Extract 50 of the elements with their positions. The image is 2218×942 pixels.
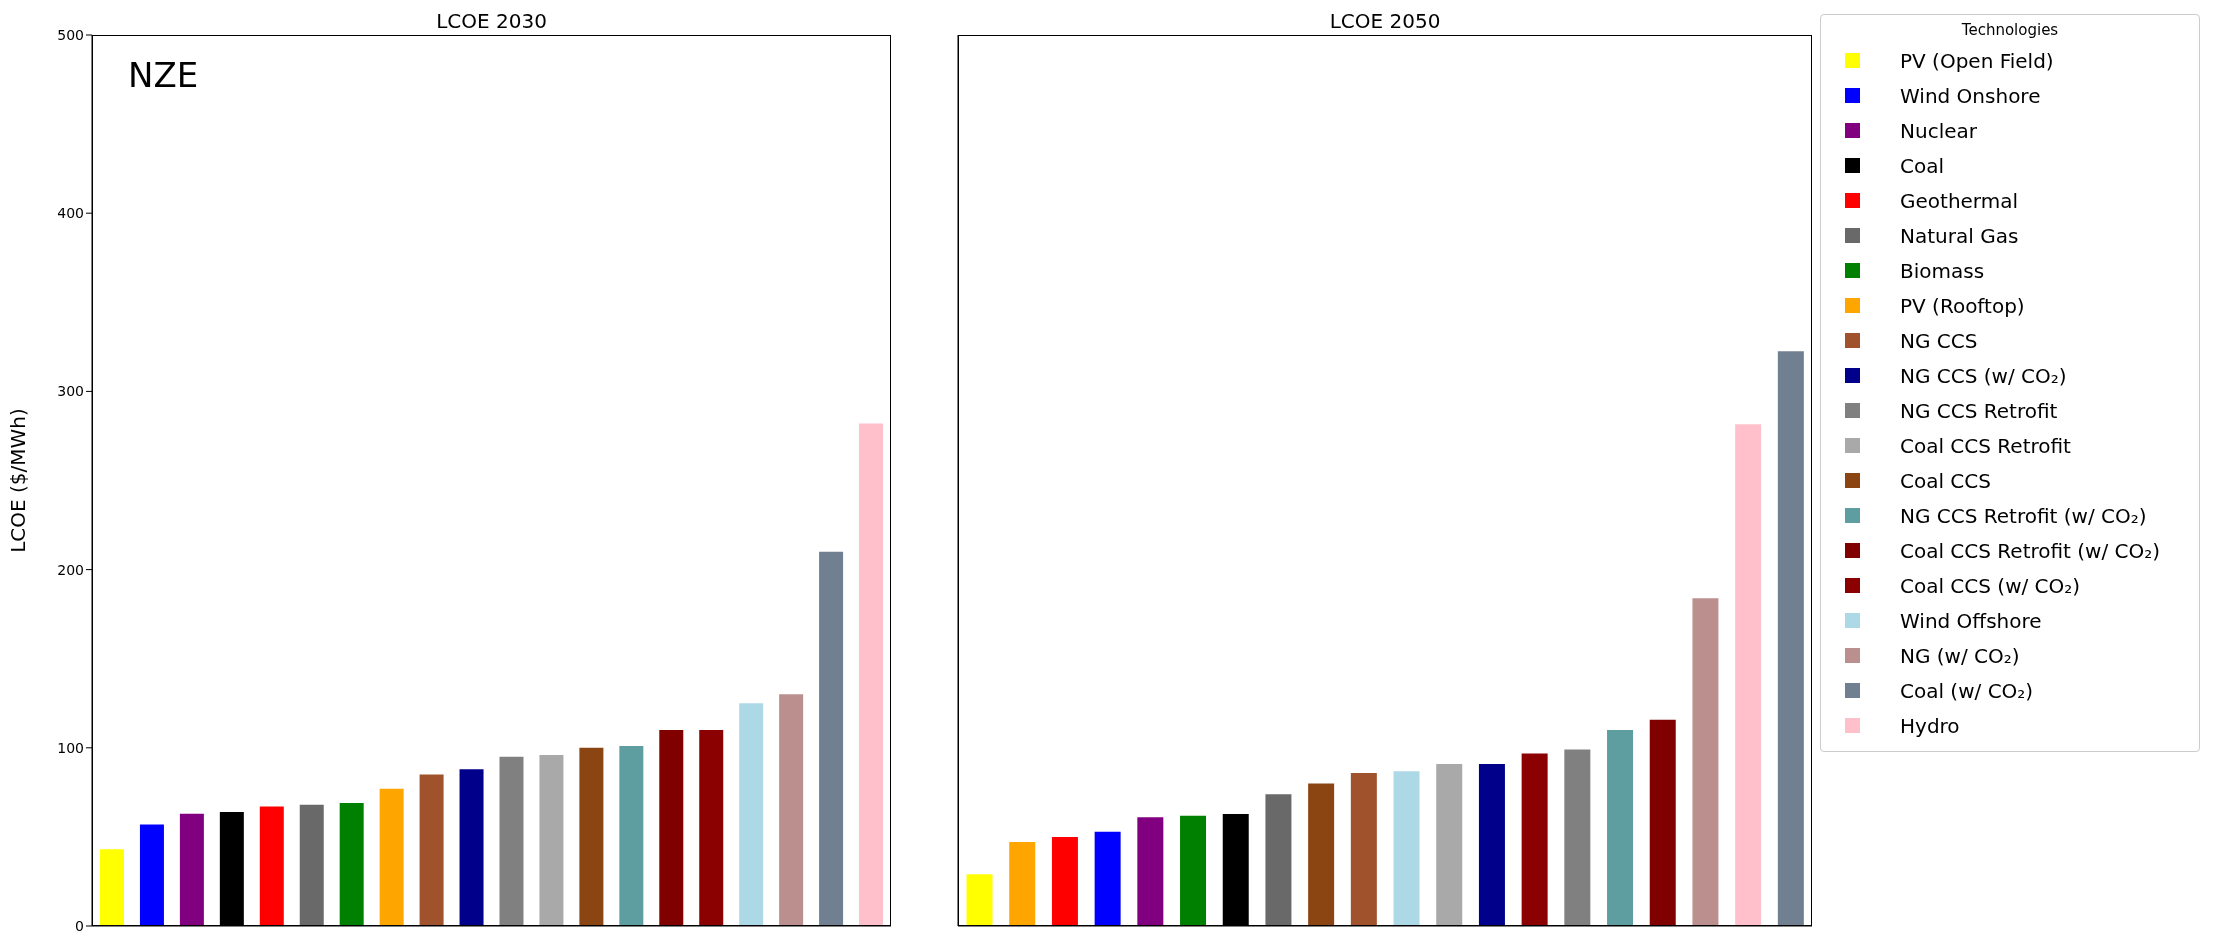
bar <box>1308 783 1335 926</box>
bar <box>1777 351 1804 926</box>
legend-label: Hydro <box>1900 713 1960 738</box>
y-tick-label: 400 <box>57 205 84 222</box>
bar <box>1393 771 1420 926</box>
bar <box>1180 815 1207 926</box>
chart-title: LCOE 2050 <box>1328 8 1442 34</box>
bar <box>1607 729 1634 926</box>
legend-label: Geothermal <box>1900 188 2019 213</box>
bar <box>1137 817 1164 926</box>
bar <box>1009 842 1036 926</box>
annotation: NZE <box>128 55 199 95</box>
legend-label: NG CCS <box>1900 328 1978 353</box>
legend-label: PV (Open Field) <box>1900 48 2054 73</box>
legend-label: Coal CCS Retrofit (w/ CO₂) <box>1900 538 2161 563</box>
y-tick-label: 100 <box>57 739 84 756</box>
legend-label: Natural Gas <box>1900 223 2019 248</box>
legend-label: Coal CCS Retrofit <box>1900 433 2071 458</box>
legend-label: NG CCS (w/ CO₂) <box>1900 363 2067 388</box>
legend-label: NG CCS Retrofit (w/ CO₂) <box>1900 503 2147 528</box>
bar <box>1094 831 1121 926</box>
bar <box>1350 773 1377 926</box>
legend-label: Biomass <box>1900 258 1985 283</box>
chart-title: LCOE 2030 <box>435 8 548 34</box>
y-tick-label: 300 <box>57 383 84 400</box>
y-tick-label: 200 <box>57 561 84 578</box>
legend-label: Wind Offshore <box>1900 608 2042 633</box>
bar <box>1564 749 1591 926</box>
legend-label: Coal <box>1900 153 1945 178</box>
legend-label: Wind Onshore <box>1900 83 2041 108</box>
bar <box>1436 763 1463 926</box>
legend-label: Coal CCS (w/ CO₂) <box>1900 573 2081 598</box>
bar <box>1478 763 1505 926</box>
legend-label: Coal (w/ CO₂) <box>1900 678 2034 703</box>
y-tick-label: 500 <box>57 26 84 43</box>
bar <box>1051 836 1078 926</box>
legend-label: NG (w/ CO₂) <box>1900 643 2020 668</box>
legend-label: NG CCS Retrofit <box>1900 398 2058 423</box>
legend-label: Nuclear <box>1900 118 1977 143</box>
y-axis-title: LCOE ($/MWh) <box>6 408 31 553</box>
y-tick-label: 0 <box>75 917 84 934</box>
bar <box>1265 794 1292 926</box>
bar <box>1692 598 1719 926</box>
legend-label: Coal CCS <box>1900 468 1991 493</box>
bar <box>1649 719 1676 926</box>
legend-label: PV (Rooftop) <box>1900 293 2025 318</box>
bar <box>966 874 993 926</box>
legend-title: Technologies <box>1960 21 2060 39</box>
bar <box>1521 753 1548 926</box>
bar <box>1735 424 1762 926</box>
